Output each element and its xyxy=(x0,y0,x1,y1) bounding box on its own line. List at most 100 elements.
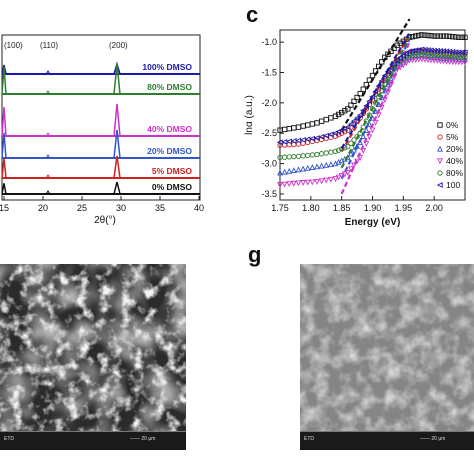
x-tick-label: 1.75 xyxy=(271,203,289,213)
data-point xyxy=(397,55,403,62)
legend-marker xyxy=(437,134,443,140)
y-tick-label: -2.5 xyxy=(261,128,277,138)
panel-label-c: c xyxy=(246,2,259,27)
data-point xyxy=(291,153,297,160)
data-point xyxy=(462,59,468,66)
data-point xyxy=(309,179,316,186)
data-point xyxy=(416,32,422,39)
xrd-sample-label-5: 0% DMSO xyxy=(152,182,193,192)
xrd-peak-110-5 xyxy=(45,190,51,195)
data-point xyxy=(462,34,468,40)
data-point xyxy=(332,130,339,137)
xrd-peak-200-4 xyxy=(113,155,121,179)
data-point xyxy=(295,137,302,144)
legend-marker xyxy=(437,145,443,152)
xrd-sample-labels: 100% DMSO 80% DMSO 40% DMSO 20% DMSO 5% DMSO… xyxy=(142,62,192,192)
xrd-peak-110-1 xyxy=(45,90,51,95)
data-point xyxy=(415,56,422,63)
data-point xyxy=(366,98,373,105)
xrd-x-tick-label: 30 xyxy=(116,203,126,213)
data-point xyxy=(409,52,416,58)
data-point xyxy=(300,165,307,172)
data-point xyxy=(348,140,354,146)
data-point xyxy=(428,33,434,39)
y-tick-label: -1.5 xyxy=(261,68,277,78)
data-point xyxy=(443,55,450,62)
data-point xyxy=(422,32,428,38)
data-point xyxy=(295,124,302,130)
data-point xyxy=(356,112,363,118)
data-point xyxy=(335,174,342,181)
data-point xyxy=(443,58,450,65)
data-point xyxy=(455,49,462,56)
data-point xyxy=(431,52,437,59)
data-point xyxy=(461,49,468,56)
legend-label: 80% xyxy=(446,168,463,178)
data-point xyxy=(328,149,334,155)
series-3 xyxy=(277,41,468,195)
data-point xyxy=(328,115,334,121)
data-point xyxy=(344,124,351,131)
data-point xyxy=(431,33,437,39)
data-point xyxy=(335,128,342,135)
legend-label: 0% xyxy=(446,120,459,130)
data-point xyxy=(363,118,369,124)
data-point xyxy=(323,150,329,156)
sem-info-bar-right: ETD —— 20 μm xyxy=(300,431,474,450)
data-point xyxy=(286,138,292,145)
data-point xyxy=(351,162,357,169)
xrd-peak-110-3 xyxy=(45,154,51,159)
data-point xyxy=(309,164,316,171)
data-point xyxy=(440,48,447,55)
data-point xyxy=(335,147,342,153)
y-axis-label: lnα (a.u.) xyxy=(244,95,255,135)
xrd-frame xyxy=(1,34,201,201)
data-point xyxy=(290,180,297,187)
y-tick-label: -1.0 xyxy=(261,37,277,47)
data-point xyxy=(281,126,288,133)
data-point xyxy=(416,51,422,58)
data-point xyxy=(286,167,293,174)
data-point xyxy=(313,135,320,141)
data-point xyxy=(304,136,311,143)
data-point xyxy=(443,53,450,59)
data-point xyxy=(421,56,428,63)
data-point xyxy=(456,54,462,60)
data-point xyxy=(462,54,468,60)
data-point xyxy=(304,179,311,186)
xrd-peak-200-1 xyxy=(113,63,121,95)
data-point xyxy=(327,131,334,138)
data-point xyxy=(304,164,311,171)
data-point xyxy=(360,86,366,92)
y-tick-label: -3.5 xyxy=(261,189,277,199)
data-point xyxy=(385,76,391,82)
series-0 xyxy=(277,18,468,133)
data-point xyxy=(369,127,376,134)
data-point xyxy=(309,135,316,142)
data-point xyxy=(419,51,425,57)
data-point xyxy=(332,176,339,182)
data-point xyxy=(434,33,440,39)
data-point xyxy=(323,132,329,139)
data-point xyxy=(434,58,441,64)
data-point xyxy=(327,176,334,183)
xrd-x-ticks: 15 20 25 30 35 40 xyxy=(0,196,204,213)
data-point xyxy=(409,57,416,64)
data-point xyxy=(360,133,367,139)
data-point xyxy=(281,168,288,175)
x-axis-label: Energy (eV) xyxy=(345,217,401,228)
data-point xyxy=(345,143,351,150)
xrd-x-tick-label: 35 xyxy=(155,203,165,213)
data-point xyxy=(437,33,443,39)
legend-marker xyxy=(436,182,443,188)
data-point xyxy=(347,121,354,128)
data-point xyxy=(428,52,434,58)
data-point xyxy=(418,56,425,63)
legend-label: 5% xyxy=(446,132,459,142)
data-point xyxy=(338,127,345,134)
data-point xyxy=(318,151,325,157)
data-point xyxy=(443,33,450,39)
data-point xyxy=(452,59,459,66)
data-point xyxy=(369,72,376,79)
xrd-sample-label-2: 40% DMSO xyxy=(147,124,192,134)
